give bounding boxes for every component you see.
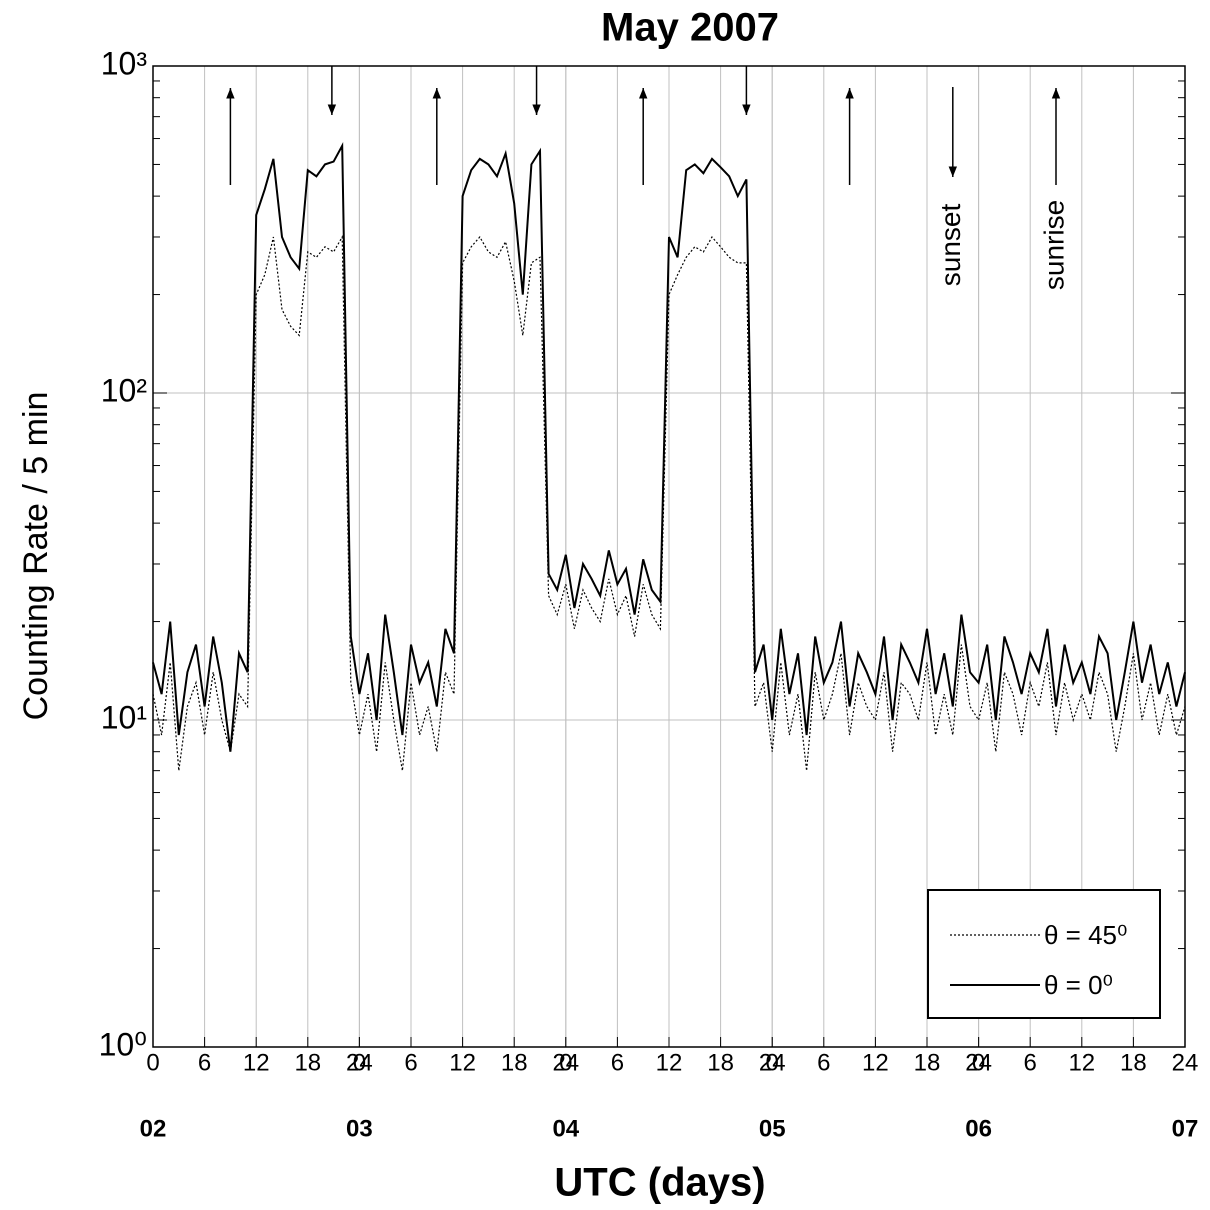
- day-label: 07: [1172, 1115, 1199, 1142]
- day-label: 04: [552, 1115, 579, 1142]
- x-tick-label: 12: [862, 1049, 889, 1076]
- plot-frame: [152, 65, 1186, 1048]
- x-tick-label: 6: [404, 1049, 417, 1076]
- x-tick-label: 24: [965, 1049, 992, 1076]
- day-label: 06: [965, 1115, 992, 1142]
- x-tick-label: 0: [353, 1049, 366, 1076]
- x-tick-label: 0: [559, 1049, 572, 1076]
- annotation: sunset: [935, 204, 966, 287]
- x-tick-label: 0: [766, 1049, 779, 1076]
- x-tick-label: 6: [1024, 1049, 1037, 1076]
- x-tick-label: 6: [198, 1049, 211, 1076]
- x-tick-label: 24: [346, 1049, 373, 1076]
- x-tick-label: 12: [449, 1049, 476, 1076]
- x-tick-label: 6: [611, 1049, 624, 1076]
- day-label: 03: [346, 1115, 373, 1142]
- y-tick-label: 10⁰: [99, 1026, 147, 1062]
- x-tick-label: 24: [552, 1049, 579, 1076]
- y-axis-label: Counting Rate / 5 min: [17, 392, 55, 721]
- x-tick-label: 0: [146, 1049, 159, 1076]
- x-tick-label: 12: [1068, 1049, 1095, 1076]
- x-tick-label: 12: [243, 1049, 270, 1076]
- y-tick-label: 10¹: [101, 699, 147, 735]
- x-tick-label: 18: [501, 1049, 528, 1076]
- x-tick-label: 18: [1120, 1049, 1147, 1076]
- x-tick-label: 0: [972, 1049, 985, 1076]
- chart-title: May 2007: [601, 6, 779, 50]
- day-label: 05: [759, 1115, 786, 1142]
- day-label: 02: [140, 1115, 167, 1142]
- x-axis-label: UTC (days): [554, 1161, 765, 1205]
- legend-box: [927, 889, 1161, 1019]
- y-tick-label: 10²: [101, 372, 148, 408]
- x-tick-label: 6: [817, 1049, 830, 1076]
- annotation: sunrise: [1038, 200, 1069, 290]
- x-tick-label: 18: [914, 1049, 941, 1076]
- x-tick-label: 12: [656, 1049, 683, 1076]
- legend-label: θ = 0⁰: [1044, 970, 1113, 1000]
- series-line: [152, 141, 1186, 752]
- legend-label: θ = 45⁰: [1044, 920, 1127, 950]
- x-tick-label: 18: [294, 1049, 321, 1076]
- x-tick-label: 24: [759, 1049, 786, 1076]
- x-tick-label: 24: [1172, 1049, 1199, 1076]
- x-tick-label: 18: [707, 1049, 734, 1076]
- y-tick-label: 10³: [101, 45, 148, 81]
- series-line: [152, 234, 1186, 771]
